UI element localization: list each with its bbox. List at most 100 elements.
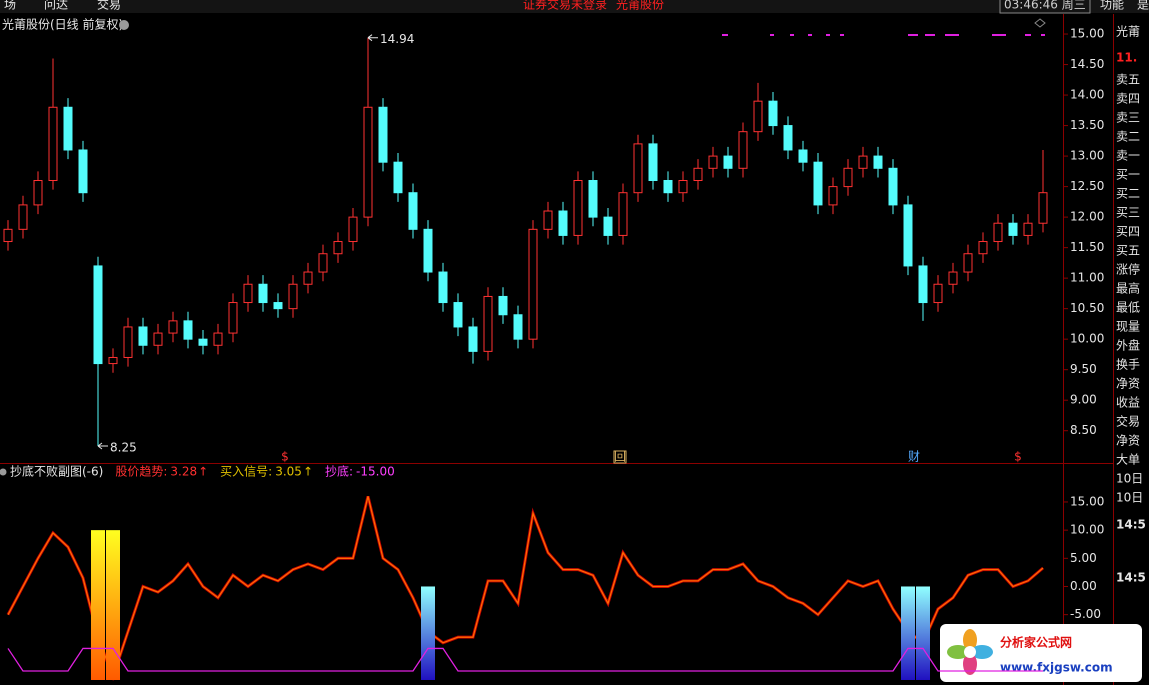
candle-body bbox=[1038, 192, 1048, 224]
event-marker[interactable]: $ bbox=[281, 450, 289, 464]
candle-body bbox=[723, 155, 733, 169]
candle-body bbox=[528, 228, 538, 340]
clock-box bbox=[999, 0, 1091, 14]
quote-row: 交易 bbox=[1116, 414, 1140, 429]
quote-row: 卖一 bbox=[1116, 149, 1140, 163]
candle-body bbox=[258, 283, 268, 304]
candle-body bbox=[198, 338, 208, 346]
menu-item[interactable]: 功能 bbox=[1100, 0, 1124, 12]
candle-body bbox=[1023, 222, 1033, 236]
candle-body bbox=[843, 167, 853, 188]
y-tick-label: 5.00 bbox=[1070, 551, 1097, 565]
candle-body bbox=[918, 265, 928, 304]
candle-body bbox=[273, 302, 283, 310]
candle-body bbox=[213, 332, 223, 346]
event-marker[interactable]: 回 bbox=[614, 450, 626, 464]
candle-body bbox=[603, 216, 613, 236]
legend-entry: 买入信号: bbox=[220, 465, 272, 479]
quote-row: 卖四 bbox=[1116, 92, 1140, 106]
candle-body bbox=[243, 283, 253, 304]
candle-body bbox=[63, 106, 73, 151]
event-marker-box bbox=[613, 450, 627, 464]
candle-body bbox=[813, 161, 823, 206]
quote-row: 外盘 bbox=[1116, 338, 1140, 353]
candle-body bbox=[48, 106, 58, 181]
candle-body bbox=[558, 210, 568, 236]
y-tick-label: 9.00 bbox=[1070, 393, 1097, 407]
annotation-arrow bbox=[97, 442, 108, 450]
clock: 03:46:46 周三 bbox=[1004, 0, 1086, 12]
candle-body bbox=[228, 302, 238, 334]
candle-body bbox=[483, 295, 493, 352]
candle-body bbox=[438, 271, 448, 304]
candle-body bbox=[648, 143, 658, 181]
candle-body bbox=[993, 222, 1003, 243]
logo: 分析家公式网 www.fxjgsw.com bbox=[940, 624, 1142, 682]
candle-body bbox=[93, 265, 103, 365]
candle-body bbox=[978, 241, 988, 255]
quote-row: 净资 bbox=[1116, 377, 1140, 391]
legend-entry: -15.00 bbox=[356, 465, 395, 479]
candle-body bbox=[963, 253, 973, 273]
quote-row: 最低 bbox=[1116, 301, 1140, 315]
candle-body bbox=[798, 149, 808, 163]
y-tick-label: 10.00 bbox=[1070, 523, 1104, 537]
y-tick-label: 10.50 bbox=[1070, 301, 1104, 315]
quote-row: 卖三 bbox=[1116, 111, 1140, 125]
y-tick-label: 11.50 bbox=[1070, 240, 1104, 254]
quote-row: 卖五 bbox=[1116, 73, 1140, 87]
signal-dashes bbox=[722, 34, 1045, 36]
candle-body bbox=[378, 106, 388, 163]
quote-row: 买一 bbox=[1116, 168, 1140, 182]
menu-item[interactable]: 是 bbox=[1137, 0, 1149, 12]
stock-price: 11. bbox=[1116, 51, 1137, 65]
signal-bar bbox=[916, 586, 930, 680]
candle-body bbox=[3, 228, 13, 243]
logo-name: 分析家公式网 bbox=[1000, 635, 1072, 650]
min-annotation: 8.25 bbox=[110, 440, 137, 454]
candle-body bbox=[138, 326, 148, 346]
status-text: 证券交易未登录 bbox=[523, 0, 607, 12]
candle-body bbox=[888, 167, 898, 206]
menu-item[interactable]: 交易 bbox=[97, 0, 121, 12]
candle-body bbox=[708, 155, 718, 169]
chart-title: 光莆股份(日线 前复权) bbox=[2, 17, 123, 32]
legend-entry: ↑ bbox=[198, 465, 208, 479]
y-tick-label: 15.00 bbox=[1070, 494, 1104, 508]
candle-body bbox=[303, 271, 313, 285]
candle-body bbox=[828, 186, 838, 206]
indicator-line bbox=[7, 496, 1044, 679]
quote-row: 10日 bbox=[1116, 472, 1143, 486]
menu-item[interactable]: 场 bbox=[4, 0, 16, 12]
candle-body bbox=[288, 283, 298, 310]
candle-body bbox=[393, 161, 403, 194]
menu-bar bbox=[0, 0, 1149, 13]
candle-body bbox=[33, 179, 43, 206]
title-icon[interactable] bbox=[119, 20, 129, 30]
quote-row: 最高 bbox=[1116, 281, 1140, 296]
menu-item[interactable]: 问达 bbox=[44, 0, 68, 12]
title-icon[interactable] bbox=[0, 468, 7, 476]
signal-bar bbox=[901, 586, 915, 680]
candle-body bbox=[513, 314, 523, 340]
annotation-arrow bbox=[367, 34, 378, 42]
quote-row: 收益 bbox=[1116, 396, 1140, 410]
event-marker[interactable]: 财 bbox=[908, 450, 920, 464]
candle-body bbox=[333, 241, 343, 255]
y-tick-label: 8.50 bbox=[1070, 423, 1097, 437]
quote-row: 换手 bbox=[1116, 358, 1140, 372]
candle-body bbox=[903, 204, 913, 267]
candle-body bbox=[318, 253, 328, 273]
signal-bar bbox=[91, 530, 105, 680]
pane-icon[interactable] bbox=[1034, 18, 1046, 28]
legend-entry: 3.28 bbox=[170, 465, 197, 479]
y-tick-label: -5.00 bbox=[1070, 607, 1101, 621]
candle-body bbox=[948, 271, 958, 285]
indicator-line bbox=[7, 647, 1043, 672]
stock-name: 光莆 bbox=[1116, 25, 1140, 39]
event-marker[interactable]: $ bbox=[1014, 450, 1022, 464]
legend-entry: 股价趋势: bbox=[115, 465, 167, 479]
candle-body bbox=[678, 179, 688, 194]
quote-row: 大单 bbox=[1116, 453, 1140, 467]
candle-body bbox=[18, 204, 28, 230]
